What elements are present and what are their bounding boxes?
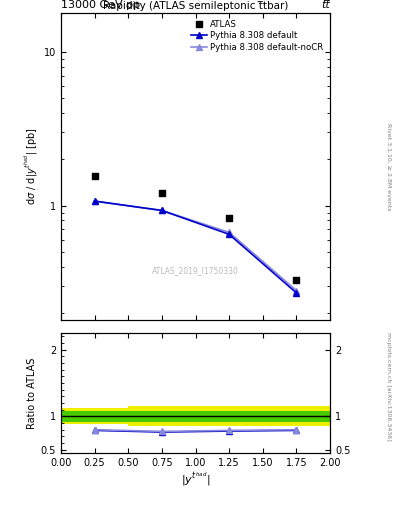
Pythia 8.308 default: [294, 290, 299, 296]
Text: Rivet 3.1.10, ≥ 2.8M events: Rivet 3.1.10, ≥ 2.8M events: [386, 123, 391, 210]
Y-axis label: d$\sigma$ / d|$y^{t^{had}}$| [pb]: d$\sigma$ / d|$y^{t^{had}}$| [pb]: [22, 127, 40, 205]
ATLAS: [92, 172, 98, 180]
Line: Pythia 8.308 default-noCR: Pythia 8.308 default-noCR: [92, 198, 299, 294]
ATLAS: [226, 214, 232, 222]
Text: ATLAS_2019_I1750330: ATLAS_2019_I1750330: [152, 266, 239, 275]
Text: tt̅: tt̅: [321, 0, 330, 10]
Pythia 8.308 default-noCR: [92, 198, 97, 204]
X-axis label: $|y^{t^{had}}|$: $|y^{t^{had}}|$: [181, 471, 210, 488]
ATLAS: [293, 275, 299, 284]
ATLAS: [159, 189, 165, 198]
Pythia 8.308 default: [160, 207, 164, 214]
Y-axis label: Ratio to ATLAS: Ratio to ATLAS: [26, 357, 37, 429]
Pythia 8.308 default: [227, 231, 231, 238]
Pythia 8.308 default-noCR: [160, 207, 164, 214]
Title: Rapidity (ATLAS semileptonic t̅tbar): Rapidity (ATLAS semileptonic t̅tbar): [103, 1, 288, 11]
Pythia 8.308 default-noCR: [294, 287, 299, 293]
Text: 13000 GeV pp: 13000 GeV pp: [61, 0, 140, 10]
Line: Pythia 8.308 default: Pythia 8.308 default: [92, 198, 299, 296]
Pythia 8.308 default-noCR: [227, 229, 231, 236]
Text: mcplots.cern.ch [arXiv:1306.3436]: mcplots.cern.ch [arXiv:1306.3436]: [386, 332, 391, 441]
Legend: ATLAS, Pythia 8.308 default, Pythia 8.308 default-noCR: ATLAS, Pythia 8.308 default, Pythia 8.30…: [189, 17, 326, 54]
Pythia 8.308 default: [92, 198, 97, 204]
